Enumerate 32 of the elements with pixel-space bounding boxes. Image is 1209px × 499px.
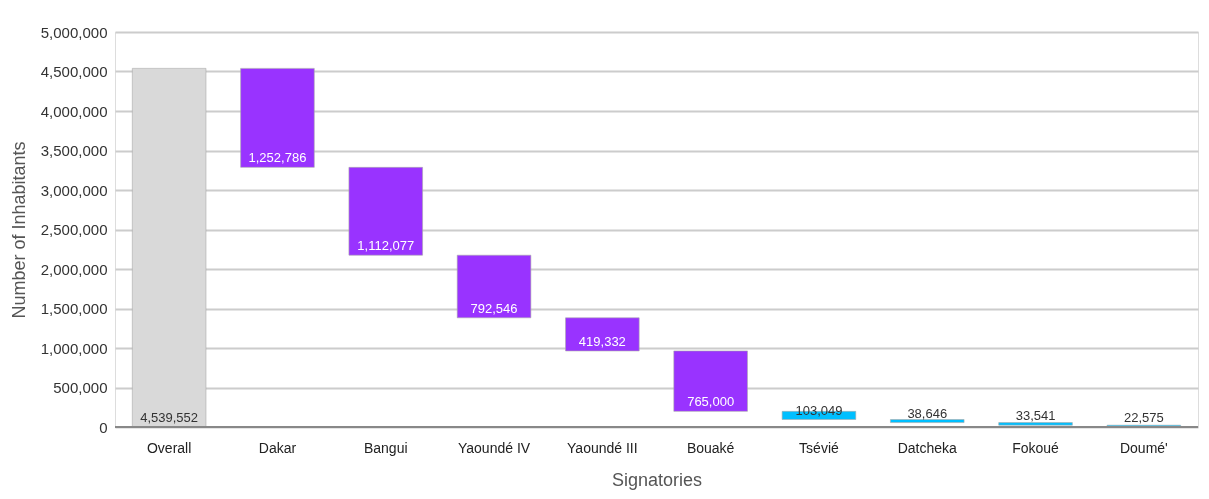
y-tick-label: 3,500,000 [40,142,108,159]
x-tick-label: Yaoundé III [567,439,638,456]
data-label: 1,112,077 [357,238,415,254]
y-tick-label: 4,000,000 [40,102,108,120]
y-tick-label: 2,000,000 [40,260,108,278]
data-label: 792,546 [470,300,518,316]
y-tick-label: 500,000 [53,379,108,396]
data-label: 4,539,552 [140,410,199,425]
y-tick-label: 5,000,000 [40,23,108,41]
data-label: 765,000 [687,394,735,410]
data-label: 1,252,786 [248,150,307,166]
x-tick-label: Fokoué [1012,439,1060,456]
x-tick-label: Bangui [363,439,408,456]
data-label: 33,541 [1015,408,1056,424]
y-tick-label: 4,500,000 [40,63,108,80]
x-tick-label: Doumé' [1119,439,1168,456]
data-label: 22,575 [1123,410,1164,425]
y-tick-label: 0 [99,418,108,436]
y-tick-label: 2,500,000 [40,221,108,238]
y-axis-title: Number of Inhabitants [8,141,29,319]
y-tick-label: 1,500,000 [40,300,108,317]
data-label: 419,332 [578,333,626,349]
y-tick-label: 3,000,000 [40,181,108,199]
y-tick-label: 1,000,000 [40,339,108,357]
x-tick-label: Datcheka [897,439,958,456]
x-tick-label: Yaoundé IV [457,439,531,456]
x-tick-label: Dakar [258,439,297,456]
x-tick-label: Tsévié [799,439,839,456]
data-label: 38,646 [907,405,948,421]
x-axis-title: Signatories [611,469,703,490]
x-tick-label: Overall [146,439,192,456]
x-tick-label: Bouaké [686,439,735,456]
